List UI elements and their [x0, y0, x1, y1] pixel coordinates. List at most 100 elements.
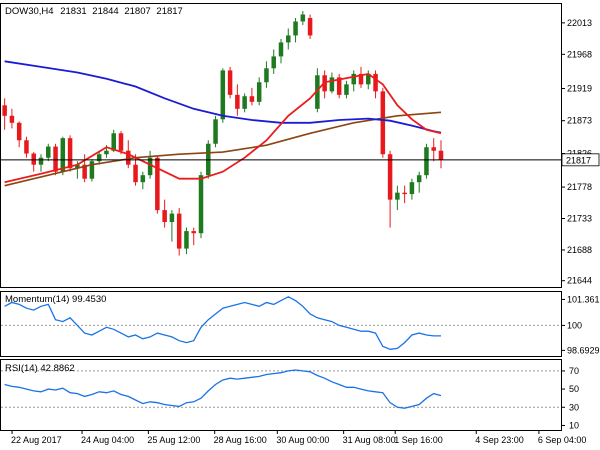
chart-header: DOW30,H4 21831 21844 21807 21817 — [5, 6, 183, 17]
momentum-tick-label: 101.3616 — [567, 294, 600, 304]
candle-body — [293, 21, 298, 36]
time-tick-label: 6 Sep 04:00 — [538, 435, 587, 445]
candle-body — [176, 213, 182, 249]
candle-body — [344, 84, 349, 95]
price-tick-label: 21778 — [567, 182, 592, 192]
candle-body — [162, 210, 167, 223]
candle-body — [402, 192, 407, 195]
price-y-axis: 2201321968219192187321826217782173321688… — [561, 18, 592, 286]
candle-body — [358, 73, 364, 85]
candle-body — [431, 147, 436, 151]
slow-moving-average — [4, 111, 442, 187]
candle-body — [89, 161, 95, 179]
momentum-y-axis: 101.3616 100 98.6929 — [1, 294, 600, 355]
candle-body — [395, 192, 400, 200]
candle-body — [67, 138, 73, 169]
rsi-tick-label: 70 — [569, 366, 579, 376]
candle-body — [96, 154, 102, 162]
candle-body — [336, 77, 342, 95]
price-tick-label: 22013 — [567, 18, 592, 28]
candle-body — [424, 147, 429, 176]
candle-body — [438, 150, 444, 160]
price-tick-label: 21968 — [567, 49, 592, 59]
candle-body — [2, 105, 7, 116]
candle-body — [387, 154, 393, 200]
time-tick-label: 28 Aug 16:00 — [214, 435, 267, 445]
candle-body — [140, 175, 146, 183]
rsi-tick-label: 10 — [569, 420, 579, 430]
momentum-tick-label: 100 — [567, 320, 582, 330]
time-tick-label: 4 Sep 23:00 — [475, 435, 524, 445]
price-tick-label: 21644 — [567, 276, 592, 286]
candle-body — [409, 182, 415, 195]
candle-body — [111, 133, 116, 151]
time-tick-label: 22 Aug 2017 — [11, 435, 62, 445]
candle-body — [271, 56, 276, 69]
candle-body — [198, 175, 204, 234]
price-tick-label: 21733 — [567, 214, 592, 224]
candle-body — [126, 150, 131, 165]
mid-moving-average — [4, 60, 442, 134]
candle-body — [329, 77, 335, 92]
candle-body — [155, 157, 160, 211]
candle-body — [60, 138, 66, 172]
candle-body — [366, 73, 371, 85]
candle-body — [9, 115, 15, 123]
candle-body — [286, 35, 291, 43]
candle-body — [46, 146, 51, 158]
rsi-y-axis: 70 50 30 10 — [1, 366, 579, 430]
candle-body — [300, 14, 306, 22]
candle-body — [82, 164, 87, 179]
candle-body — [220, 70, 226, 120]
candle-body — [249, 96, 255, 102]
candlesticks — [2, 10, 444, 256]
header-low: 21807 — [124, 6, 150, 17]
header-high: 21844 — [92, 6, 118, 17]
chart-symbol: DOW30,H4 — [5, 6, 54, 17]
candle-body — [118, 133, 124, 151]
time-tick-label: 31 Aug 08:00 — [343, 435, 396, 445]
fast-moving-average — [4, 72, 442, 184]
candle-body — [75, 164, 80, 169]
header-close: 21817 — [156, 6, 182, 17]
current-price-line: 21817 — [1, 153, 600, 167]
current-price-box — [561, 153, 600, 167]
candle-body — [16, 122, 22, 141]
candle-body — [38, 157, 44, 165]
candle-body — [133, 164, 138, 183]
candle-body — [307, 17, 313, 36]
candle-body — [227, 70, 233, 95]
price-tick-label: 21919 — [567, 84, 592, 94]
candle-body — [315, 75, 320, 109]
candle-body — [191, 231, 196, 234]
momentum-panel-frame — [0, 291, 562, 357]
candle-body — [104, 150, 109, 155]
candle-body — [256, 82, 262, 102]
time-axis: 22 Aug 2017 24 Aug 04:00 25 Aug 12:00 28 Au… — [11, 430, 586, 445]
candle-body — [380, 91, 386, 155]
candle-body — [242, 96, 247, 109]
momentum-line — [4, 296, 441, 350]
candle-body — [213, 119, 218, 144]
price-tick-label: 21873 — [567, 116, 592, 126]
candle-body — [373, 73, 378, 92]
momentum-tick-label: 98.6929 — [567, 345, 600, 355]
rsi-tick-label: 30 — [569, 402, 579, 412]
rsi-panel-frame — [0, 359, 562, 431]
candle-body — [264, 68, 269, 83]
rsi-tick-label: 50 — [569, 384, 579, 394]
momentum-series — [4, 296, 441, 350]
candle-body — [278, 42, 284, 57]
time-tick-label: 1 Sep 16:00 — [394, 435, 443, 445]
candle-body — [31, 153, 36, 165]
candle-body — [235, 94, 240, 109]
candle-body — [169, 213, 175, 223]
time-tick-label: 25 Aug 12:00 — [147, 435, 200, 445]
candle-body — [24, 140, 29, 154]
moving-averages — [4, 60, 442, 187]
candle-body — [416, 175, 422, 183]
price-panel-frame — [0, 3, 562, 288]
candle-body — [53, 146, 58, 172]
current-price-label: 21817 — [566, 155, 591, 165]
